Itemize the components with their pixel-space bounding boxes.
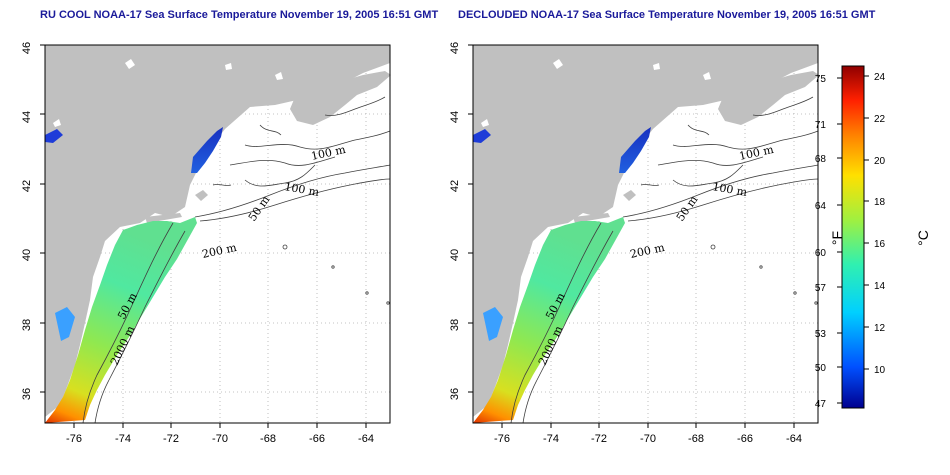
lon-tick: -74 bbox=[543, 433, 559, 445]
lat-tick: 40 bbox=[21, 249, 33, 261]
lon-tick: -68 bbox=[260, 433, 276, 445]
lon-tick: -66 bbox=[737, 433, 753, 445]
lon-axis-left: -76 -74 -72 -70 -68 -66 -64 bbox=[66, 433, 374, 445]
celsius-tick: 10 bbox=[874, 365, 886, 376]
contour-label-100m-a: 100 m bbox=[310, 143, 347, 163]
lon-tick: -72 bbox=[163, 433, 179, 445]
celsius-tick: 14 bbox=[874, 281, 886, 292]
lon-tick: -66 bbox=[309, 433, 325, 445]
fahrenheit-tick: 57 bbox=[815, 283, 827, 294]
lat-axis-right: 46 44 42 40 38 36 bbox=[449, 42, 461, 400]
lat-tick: 44 bbox=[449, 111, 461, 123]
fahrenheit-tick: 64 bbox=[815, 201, 827, 212]
lon-tick: -64 bbox=[358, 433, 374, 445]
lon-tick: -76 bbox=[494, 433, 510, 445]
map-panel-right bbox=[472, 44, 820, 424]
lat-tick: 38 bbox=[21, 319, 33, 331]
fahrenheit-tick: 68 bbox=[815, 154, 827, 165]
lon-tick: -68 bbox=[688, 433, 704, 445]
lat-tick: 44 bbox=[21, 111, 33, 123]
fahrenheit-unit-label: °F bbox=[829, 231, 845, 245]
contour-label-100m-a: 100 m bbox=[738, 143, 775, 163]
fahrenheit-tick: 47 bbox=[815, 399, 827, 410]
lat-tick: 40 bbox=[449, 249, 461, 261]
lat-tick: 36 bbox=[21, 388, 33, 400]
lon-tick: -70 bbox=[640, 433, 656, 445]
contour-label-50m-a: 50 m bbox=[674, 193, 701, 224]
fahrenheit-tick: 75 bbox=[815, 74, 827, 85]
colorbar-gradient bbox=[841, 65, 865, 409]
lat-tick: 46 bbox=[449, 42, 461, 54]
contour-label-100m-b: 100 m bbox=[283, 180, 320, 199]
contour-label-100m-b: 100 m bbox=[711, 180, 748, 199]
lat-tick: 42 bbox=[21, 180, 33, 192]
celsius-tick: 12 bbox=[874, 323, 886, 334]
lon-tick: -76 bbox=[66, 433, 82, 445]
celsius-unit-label: °C bbox=[915, 230, 931, 246]
lon-tick: -74 bbox=[115, 433, 131, 445]
lon-axis-right: -76 -74 -72 -70 -68 -66 -64 bbox=[494, 433, 802, 445]
fahrenheit-tick: 60 bbox=[815, 248, 827, 259]
fahrenheit-tick: 71 bbox=[815, 120, 827, 131]
lat-tick: 46 bbox=[21, 42, 33, 54]
celsius-tick: 18 bbox=[874, 197, 886, 208]
contour-label-50m-a: 50 m bbox=[246, 193, 273, 224]
celsius-tick: 22 bbox=[874, 114, 886, 125]
celsius-tick: 20 bbox=[874, 156, 886, 167]
celsius-tick: 16 bbox=[874, 239, 886, 250]
lon-tick: -70 bbox=[212, 433, 228, 445]
fahrenheit-tick: 53 bbox=[815, 329, 827, 340]
lat-tick: 42 bbox=[449, 180, 461, 192]
lat-tick: 38 bbox=[449, 319, 461, 331]
lon-tick: -64 bbox=[786, 433, 802, 445]
fahrenheit-tick: 50 bbox=[815, 363, 827, 374]
celsius-tick: 24 bbox=[874, 72, 886, 83]
lon-tick: -72 bbox=[591, 433, 607, 445]
map-title-left: RU COOL NOAA-17 Sea Surface Temperature … bbox=[40, 9, 439, 21]
colorbar: 75 71 68 64 60 57 53 50 47 24 22 20 18 1… bbox=[815, 65, 931, 410]
lat-tick: 36 bbox=[449, 388, 461, 400]
map-panel-left bbox=[44, 44, 392, 424]
lat-axis-left: 46 44 42 40 38 36 bbox=[21, 42, 33, 400]
map-title-right: DECLOUDED NOAA-17 Sea Surface Temperatur… bbox=[458, 9, 876, 21]
